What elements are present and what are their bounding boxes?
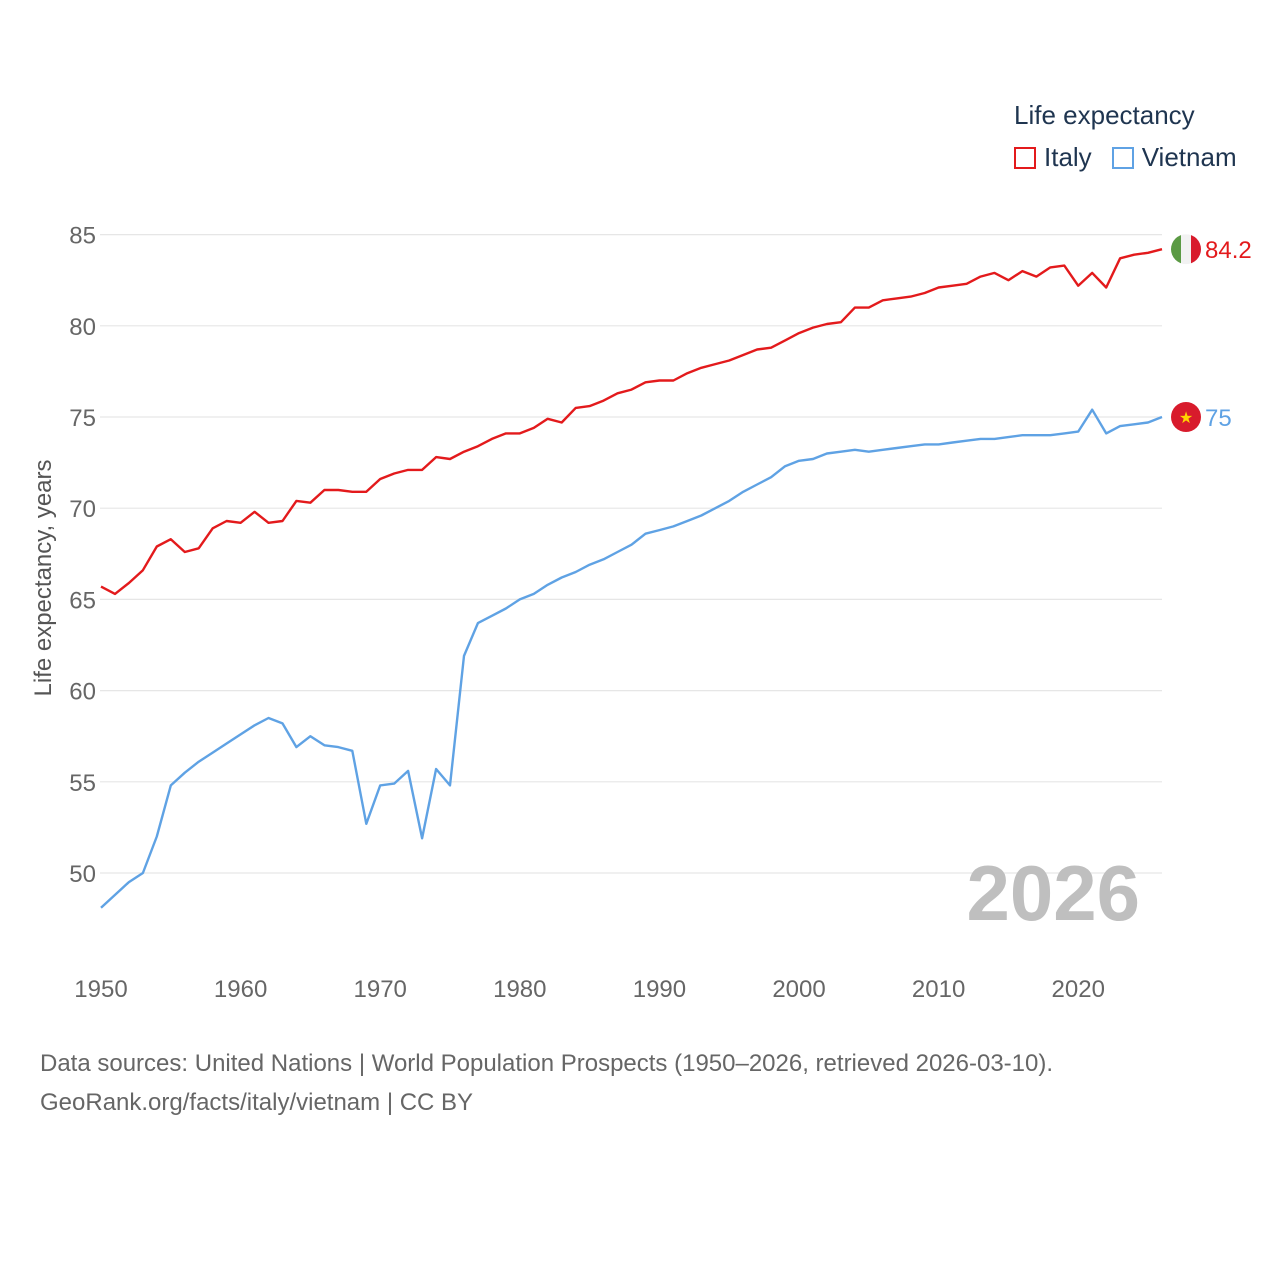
italy-flag-icon [1171, 234, 1201, 265]
data-source-text: Data sources: United Nations | World Pop… [40, 1050, 1054, 1077]
y-tick-label: 70 [69, 496, 96, 523]
x-tick-label: 2020 [1052, 976, 1105, 1003]
vietnam-flag-icon: ★ [1171, 402, 1201, 432]
y-tick-label: 55 [69, 770, 96, 797]
x-tick-label: 1950 [74, 976, 127, 1003]
series-lines [100, 248, 1163, 909]
y-axis-label: Life expectancy, years [30, 459, 57, 696]
legend: Italy Vietnam [1014, 142, 1257, 173]
footer: Data sources: United Nations | World Pop… [40, 1044, 1053, 1122]
series-line-italy[interactable] [100, 248, 1163, 596]
y-tick-label: 85 [69, 223, 96, 250]
legend-label-italy: Italy [1044, 142, 1092, 172]
x-tick-label: 2000 [772, 976, 825, 1003]
series-line-vietnam[interactable] [100, 408, 1163, 909]
legend-item-vietnam[interactable]: Vietnam [1111, 142, 1237, 173]
y-tick-label: 65 [69, 587, 96, 614]
current-year-label: 2026 [966, 849, 1140, 937]
legend-swatch-vietnam [1111, 146, 1134, 169]
x-tick-label: 1980 [493, 976, 546, 1003]
attribution-link[interactable]: GeoRank.org/facts/italy/vietnam | CC BY [40, 1089, 474, 1116]
legend-swatch-italy [1014, 146, 1036, 169]
end-markers: 84.2 ★ 75 [1171, 234, 1252, 432]
legend-label-vietnam: Vietnam [1141, 142, 1237, 172]
svg-text:★: ★ [1179, 408, 1193, 427]
legend-item-italy[interactable]: Italy [1014, 142, 1092, 173]
x-tick-label: 1970 [354, 976, 407, 1003]
y-axis-ticks: 50 55 60 65 70 75 80 85 [69, 223, 96, 888]
legend-title: Life expectancy [1014, 100, 1195, 130]
x-tick-label: 2010 [912, 976, 965, 1003]
x-axis-ticks: 1950 1960 1970 1980 1990 2000 2010 2020 [74, 976, 1105, 1003]
x-tick-label: 1990 [633, 976, 686, 1003]
x-tick-label: 1960 [214, 976, 267, 1003]
gridlines [100, 234, 1162, 874]
y-tick-label: 75 [69, 405, 96, 432]
end-label-italy: 84.2 [1205, 237, 1252, 264]
y-tick-label: 50 [69, 861, 96, 888]
end-label-vietnam: 75 [1205, 405, 1232, 432]
y-tick-label: 80 [69, 314, 96, 341]
y-tick-label: 60 [69, 679, 96, 706]
